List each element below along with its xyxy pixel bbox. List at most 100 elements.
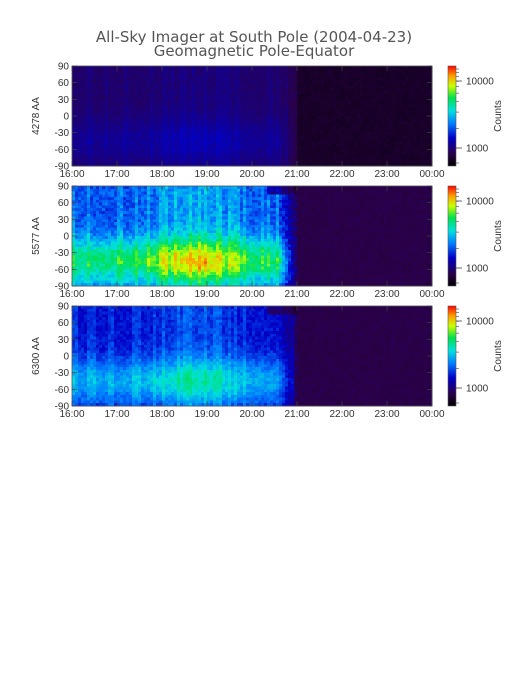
heat-cell: [117, 244, 121, 248]
heat-cell: [360, 68, 364, 72]
heat-cell: [330, 152, 334, 156]
heat-cell: [399, 77, 403, 81]
heat-cell: [222, 129, 226, 133]
heat-cell: [183, 104, 187, 108]
heat-cell: [132, 157, 136, 161]
heat-cell: [201, 116, 205, 120]
heat-cell: [258, 71, 262, 75]
heat-cell: [171, 91, 175, 95]
heat-cell: [162, 116, 166, 120]
heat-cell: [75, 127, 79, 131]
heat-cell: [114, 135, 118, 139]
heat-cell: [168, 79, 172, 83]
heat-cell: [399, 163, 403, 167]
heat-cell: [90, 127, 94, 131]
heat-cell: [411, 66, 415, 70]
heat-cell: [405, 102, 409, 106]
heat-cell: [153, 132, 157, 136]
heat-cell: [354, 113, 358, 117]
heat-cell: [195, 152, 199, 156]
heat-cell: [336, 154, 340, 158]
heat-cell: [171, 129, 175, 133]
heat-cell: [141, 129, 145, 133]
heat-cell: [168, 143, 172, 147]
heat-cell: [84, 230, 88, 234]
heat-cell: [81, 230, 85, 234]
heat-cell: [252, 157, 256, 161]
heat-cell: [111, 127, 115, 131]
heat-cell: [153, 135, 157, 139]
heat-cell: [252, 71, 256, 75]
heat-cell: [189, 127, 193, 131]
heat-cell: [201, 138, 205, 142]
heat-cell: [114, 188, 118, 192]
heat-cell: [156, 118, 160, 122]
heat-cell: [411, 77, 415, 81]
heat-cell: [273, 88, 277, 92]
heat-cell: [414, 88, 418, 92]
heat-cell: [324, 154, 328, 158]
heat-cell: [150, 143, 154, 147]
heat-cell: [276, 74, 280, 78]
heat-cell: [315, 163, 319, 167]
heat-cell: [102, 208, 106, 212]
heat-cell: [156, 93, 160, 97]
heat-cell: [177, 160, 181, 164]
heat-cell: [273, 127, 277, 131]
heat-cell: [294, 163, 298, 167]
heat-cell: [348, 141, 352, 145]
heat-cell: [375, 146, 379, 150]
heat-cell: [147, 132, 151, 136]
heat-cell: [378, 66, 382, 70]
heat-cell: [204, 160, 208, 164]
heat-cell: [126, 135, 130, 139]
heat-cell: [171, 163, 175, 167]
heat-cell: [414, 82, 418, 86]
heat-cell: [423, 124, 427, 128]
heat-cell: [372, 85, 376, 89]
heat-cell: [270, 96, 274, 100]
heat-cell: [141, 71, 145, 75]
heat-cell: [180, 93, 184, 97]
heat-cell: [141, 99, 145, 103]
heat-cell: [204, 68, 208, 72]
heat-cell: [264, 118, 268, 122]
heat-cell: [210, 154, 214, 158]
heat-cell: [213, 91, 217, 95]
heat-cell: [168, 141, 172, 145]
heat-cell: [378, 102, 382, 106]
heat-cell: [186, 68, 190, 72]
heat-cell: [396, 77, 400, 81]
heat-cell: [276, 121, 280, 125]
heat-cell: [75, 149, 79, 153]
heat-cell: [330, 91, 334, 95]
heat-cell: [114, 249, 118, 253]
heat-cell: [219, 118, 223, 122]
heat-cell: [141, 68, 145, 72]
heat-cell: [279, 68, 283, 72]
heat-cell: [408, 132, 412, 136]
heat-cell: [369, 141, 373, 145]
heat-cell: [372, 104, 376, 108]
heat-cell: [327, 129, 331, 133]
heat-cell: [249, 121, 253, 125]
heat-cell: [168, 85, 172, 89]
heat-cell: [99, 141, 103, 145]
heat-cell: [156, 163, 160, 167]
heat-cell: [291, 143, 295, 147]
heat-cell: [87, 121, 91, 125]
heat-cell: [153, 99, 157, 103]
heat-cell: [153, 127, 157, 131]
heat-cell: [177, 129, 181, 133]
heat-cell: [408, 113, 412, 117]
heat-cell: [396, 146, 400, 150]
heat-cell: [156, 138, 160, 142]
heat-cell: [219, 104, 223, 108]
heat-cell: [351, 116, 355, 120]
heat-cell: [120, 224, 124, 228]
heat-cell: [207, 102, 211, 106]
heat-cell: [339, 154, 343, 158]
heat-cell: [396, 157, 400, 161]
heat-cell: [390, 157, 394, 161]
heat-cell: [165, 82, 169, 86]
